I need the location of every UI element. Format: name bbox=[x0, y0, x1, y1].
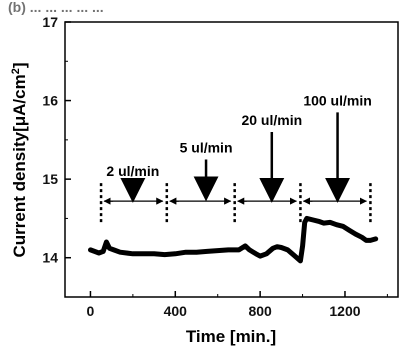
x-tick-label: 400 bbox=[164, 303, 188, 319]
y-axis-title-sup: 2 bbox=[10, 68, 22, 74]
y-tick-label: 14 bbox=[42, 250, 58, 266]
y-axis-title-end: ] bbox=[10, 62, 29, 68]
x-axis: 0 400 800 1200 bbox=[87, 291, 388, 319]
flow-rate-label: 5 ul/min bbox=[180, 140, 233, 156]
flow-rate-label: 100 ul/min bbox=[303, 92, 371, 108]
current-density-series bbox=[88, 215, 379, 264]
flow-rate-label: 2 ul/min bbox=[106, 163, 159, 179]
flow-rate-label: 20 ul/min bbox=[241, 112, 302, 128]
y-tick-label: 15 bbox=[42, 171, 58, 187]
header-fragment: (b) ... ... ... ... ... bbox=[8, 0, 104, 15]
y-axis-title: Current density[μA/cm2] bbox=[10, 62, 29, 257]
series-line bbox=[88, 215, 379, 264]
y-tick-label: 17 bbox=[42, 14, 58, 30]
y-tick-label: 16 bbox=[42, 93, 58, 109]
x-tick-label: 1200 bbox=[329, 303, 360, 319]
y-axis-title-main: Current density[ bbox=[10, 126, 29, 258]
y-axis: 14 15 16 17 bbox=[42, 14, 71, 298]
x-tick-label: 0 bbox=[87, 303, 95, 319]
plot-area bbox=[64, 21, 399, 298]
x-tick-label: 800 bbox=[248, 303, 272, 319]
y-axis-title-unit: μA/cm bbox=[10, 74, 29, 126]
x-axis-title: Time [min.] bbox=[186, 327, 276, 346]
